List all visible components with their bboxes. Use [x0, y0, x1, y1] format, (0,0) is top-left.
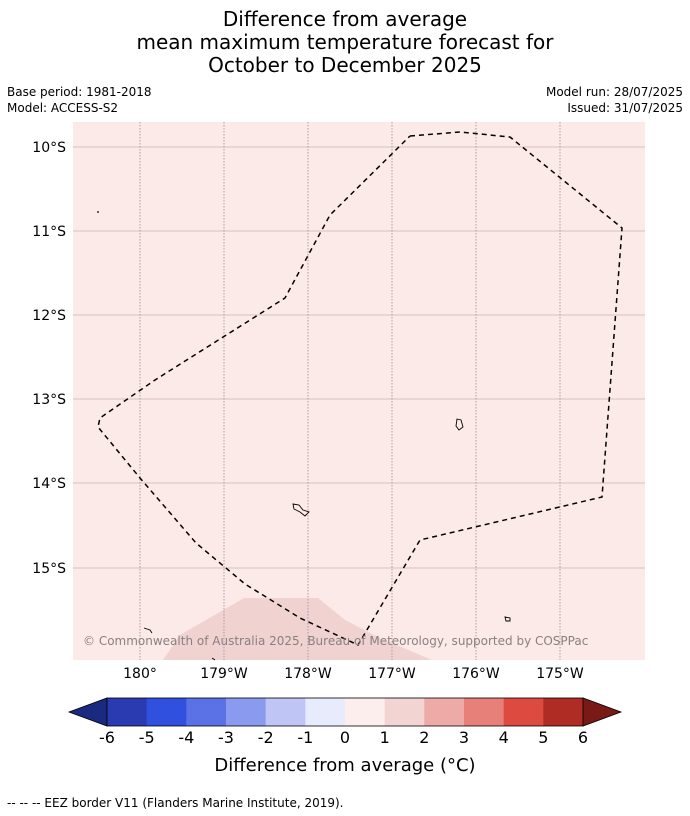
model-run: Model run: 28/07/2025: [545, 85, 683, 99]
colorbar-title: Difference from average (°C): [214, 755, 476, 776]
island-outline: [143, 627, 153, 634]
lat-label: 10°S: [32, 140, 66, 156]
island-outline: [211, 657, 216, 661]
title-line-3: October to December 2025: [208, 53, 482, 77]
longitude-labels: 180° 179°W 178°W 177°W 176°W 175°W: [123, 666, 584, 682]
colorbar-cell: [146, 698, 187, 726]
lon-label: 180°: [123, 666, 157, 682]
colorbar-cell: [424, 698, 465, 726]
colorbar-cell: [226, 698, 266, 726]
colorbar-tick-label: 5: [538, 728, 548, 747]
colorbar-tick-label: 0: [340, 728, 350, 747]
lat-label: 13°S: [32, 392, 66, 408]
lon-label: 176°W: [452, 666, 500, 682]
lat-label: 15°S: [32, 561, 66, 577]
colorbar-tick-label: 6: [578, 728, 588, 747]
island-outline: [292, 503, 310, 517]
colorbar-frame: [106, 697, 584, 727]
colorbar: -6 -5 -4 -3 -2 -1 0 1 2 3 4 5 6: [67, 697, 623, 747]
colorbar-cell: [384, 698, 425, 726]
model-name: Model: ACCESS-S2: [7, 101, 119, 115]
colorbar-cell: [265, 698, 306, 726]
colorbar-cell: [503, 698, 544, 726]
lon-label: 178°W: [284, 666, 332, 682]
title-line-2: mean maximum temperature forecast for: [136, 30, 554, 54]
meta-right: Model run: 28/07/2025 Issued: 31/07/2025: [546, 84, 683, 116]
lat-label: 11°S: [32, 224, 66, 240]
lon-label: 179°W: [200, 666, 248, 682]
colorbar-tick-label: -2: [258, 728, 274, 747]
issued-date: Issued: 31/07/2025: [567, 101, 683, 115]
island-outline: [455, 418, 464, 431]
colorbar-cell: [543, 698, 584, 726]
lat-label: 14°S: [32, 476, 66, 492]
base-period: Base period: 1981-2018: [7, 85, 152, 99]
coastlines: [97, 211, 511, 661]
lat-label: 12°S: [32, 308, 66, 324]
title-line-1: Difference from average: [222, 7, 468, 31]
colorbar-tick-label: 2: [419, 728, 429, 747]
colorbar-cell: [186, 698, 227, 726]
colorbar-cell: [305, 698, 346, 726]
colorbar-tick-label: 3: [459, 728, 469, 747]
eez-footnote: -- -- -- EEZ border V11 (Flanders Marine…: [7, 796, 344, 810]
colorbar-tick-label: -1: [297, 728, 313, 747]
colorbar-tick-label: 4: [499, 728, 509, 747]
island-dot: [97, 211, 99, 213]
map-background: [73, 122, 645, 660]
latitude-gridlines: [73, 146, 645, 569]
meta-left: Base period: 1981-2018 Model: ACCESS-S2: [7, 84, 152, 116]
colorbar-cell: [464, 698, 504, 726]
island-outline: [504, 616, 511, 622]
colorbar-tick-label: -5: [139, 728, 155, 747]
colorbar-tick-label: 1: [380, 728, 390, 747]
longitude-gridlines: [139, 122, 561, 660]
latitude-labels: 10°S 11°S 12°S 13°S 14°S 15°S: [32, 140, 66, 577]
copyright-notice: © Commonwealth of Australia 2025, Bureau…: [83, 634, 588, 648]
colorbar-right-extension: [582, 697, 623, 727]
colorbar-cell: [345, 698, 385, 726]
colorbar-tick-label: -4: [178, 728, 194, 747]
lon-label: 177°W: [368, 666, 416, 682]
map-title: Difference from average mean maximum tem…: [0, 8, 690, 77]
colorbar-left-extension: [67, 697, 108, 727]
anomaly-patch: [163, 598, 432, 660]
colorbar-tick-label: -3: [218, 728, 234, 747]
colorbar-tick-label: -6: [99, 728, 115, 747]
lon-label: 175°W: [536, 666, 584, 682]
colorbar-cell: [107, 698, 147, 726]
